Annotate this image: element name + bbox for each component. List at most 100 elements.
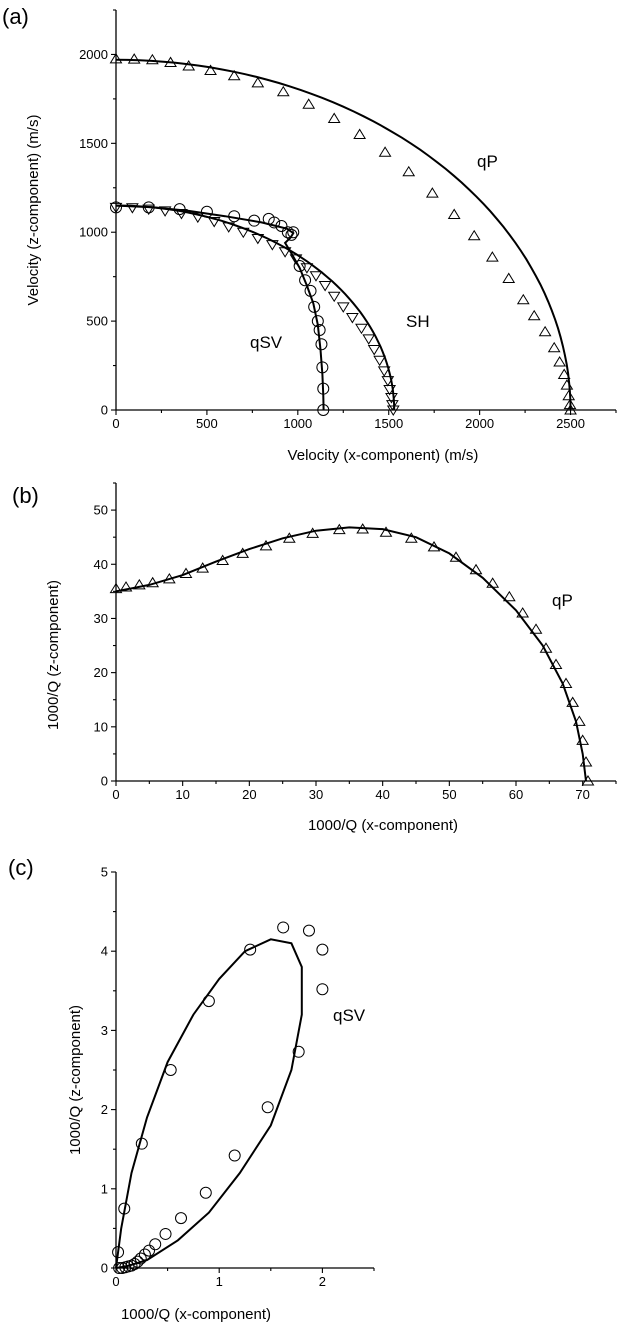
panel-c-ylabel: 1000/Q (z-component) xyxy=(67,1005,84,1155)
panel-a-sh-point xyxy=(222,222,236,233)
panel-b-qp-point xyxy=(109,582,123,594)
panel-a-qsv-point xyxy=(173,203,186,216)
panel-a-y-tick-label: 1500 xyxy=(79,136,108,151)
panel-c-label: (c) xyxy=(8,855,34,880)
panel-b-qp-point xyxy=(486,577,500,588)
panel-c-label-qsv: qSV xyxy=(333,1006,366,1025)
panel-c-qsv-point xyxy=(164,1064,177,1076)
panel-b-qp-point xyxy=(529,623,543,634)
panel-c-x-tick-label: 1 xyxy=(216,1274,223,1289)
panel-c-qsv-point xyxy=(302,924,315,937)
panel-a-qsv-point xyxy=(317,382,330,395)
panel-a-qsv-curve xyxy=(115,204,325,411)
panel-a-x-tick-label: 1500 xyxy=(374,416,403,431)
panel-a-qp-point xyxy=(547,341,561,353)
panel-a-xlabel: Velocity (x-component) (m/s) xyxy=(288,447,479,464)
panel-c-qsv-point xyxy=(143,1244,156,1257)
panel-b-x-tick-label: 30 xyxy=(309,787,323,802)
panel-c-qsv-point xyxy=(112,1246,125,1259)
panel-b-qp-point xyxy=(216,554,230,565)
panel-a-sh-point xyxy=(265,240,279,251)
panel-a-qp-point xyxy=(563,398,577,410)
panel-a-sh-point xyxy=(373,355,387,367)
panel-c-qsv-point xyxy=(316,943,329,956)
panel-b-x-tick-label: 10 xyxy=(175,787,189,802)
panel-c-y-tick-label: 5 xyxy=(101,865,108,880)
panel-c-qsv-point xyxy=(199,1186,212,1199)
panel-a-qsv-point xyxy=(142,201,155,214)
panel-a-qp-point xyxy=(302,98,316,109)
panel-a-qsv-point xyxy=(287,226,300,239)
panel-b-y-tick-label: 30 xyxy=(94,611,108,626)
panel-b-x-tick-label: 40 xyxy=(375,787,389,802)
panel-a-label-qsv: qSV xyxy=(250,333,283,352)
panel-b-y-tick-label: 40 xyxy=(94,557,108,572)
panel-a-qp-point xyxy=(447,208,461,219)
panel-a-sh-point xyxy=(278,247,292,258)
panel-a-qsv-point xyxy=(308,300,321,313)
panel-a-qsv-point xyxy=(248,214,261,227)
panel-a-qp-point xyxy=(227,69,241,81)
panel-a-qp-point xyxy=(327,112,341,123)
panel-c-y-tick-label: 0 xyxy=(101,1261,108,1276)
panel-b-qp-point xyxy=(356,523,370,534)
panel-a-sh-point xyxy=(109,202,123,214)
panel-c-qsv-point xyxy=(292,1045,305,1058)
panel-a-sh-curve xyxy=(116,204,396,411)
panel-b-qp-point xyxy=(332,523,346,535)
panel-c-qsv-point xyxy=(149,1238,162,1251)
panel-a: (a) Velocity (z-component) (m/s) Velocit… xyxy=(2,4,617,464)
panel-a-sh-point xyxy=(345,313,359,324)
panel-b-qp-point xyxy=(306,527,320,538)
panel-c-qsv-point xyxy=(159,1227,172,1240)
panel-a-sh-point xyxy=(385,400,399,411)
panel-a-x-tick-label: 0 xyxy=(112,416,119,431)
panel-b-qp-point xyxy=(539,642,553,653)
panel-a-sh-point xyxy=(336,302,350,313)
panel-b-qp-point xyxy=(427,540,441,552)
panel-b-ylabel: 1000/Q (z-component) xyxy=(45,580,62,730)
panel-a-qp-point xyxy=(402,165,416,177)
panel-a-sh-point xyxy=(125,203,139,214)
panel-a-qp-point xyxy=(127,53,141,64)
panel-b-qp-point xyxy=(236,547,250,558)
panel-a-x-tick-label: 2000 xyxy=(465,416,494,431)
panel-a-sh-point xyxy=(289,254,303,265)
panel-a-qsv-point xyxy=(228,210,241,223)
panel-c-qsv-point xyxy=(175,1212,188,1225)
panel-b-x-tick-label: 20 xyxy=(242,787,256,802)
panel-b-x-tick-label: 70 xyxy=(575,787,589,802)
panel-a-x-tick-label: 500 xyxy=(196,416,218,431)
panel-c-qsv-point xyxy=(131,1255,144,1268)
panel-b-qp-point xyxy=(404,532,418,543)
panel-b: (b) 1000/Q (z-component) 1000/Q (x-compo… xyxy=(12,482,617,834)
panel-a-qp-point xyxy=(109,52,123,64)
panel-b-qp-point xyxy=(119,581,133,592)
panel-a-qsv-point xyxy=(200,205,213,218)
panel-b-qp-point xyxy=(576,734,590,745)
panel-b-x-tick-label: 60 xyxy=(509,787,523,802)
panel-a-qsv-point xyxy=(275,220,288,232)
panel-b-qp-point xyxy=(581,775,595,786)
panel-a-sh-point xyxy=(386,405,400,416)
panel-a-label: (a) xyxy=(2,4,29,29)
panel-a-qsv-point xyxy=(313,324,326,336)
panel-b-qp-point xyxy=(179,567,193,578)
panel-b-xlabel: 1000/Q (x-component) xyxy=(308,817,458,834)
panel-b-qp-point xyxy=(259,539,273,551)
panel-c-qsv-point xyxy=(128,1258,141,1271)
panel-a-sh-point xyxy=(251,233,265,245)
panel-b-qp-point xyxy=(146,576,160,588)
panel-b-qp-point xyxy=(132,578,146,590)
panel-a-sh-point xyxy=(309,271,323,282)
panel-b-y-tick-label: 20 xyxy=(94,665,108,680)
panel-a-sh-point xyxy=(367,345,381,356)
panel-b-y-tick-label: 50 xyxy=(94,503,108,518)
panel-a-qp-point xyxy=(527,309,541,321)
panel-c-qsv-point xyxy=(261,1101,274,1114)
panel-a-sh-point xyxy=(142,204,156,216)
panel-a-qsv-point xyxy=(110,201,122,214)
panel-a-sh-point xyxy=(383,385,397,396)
panel-c-qsv-point xyxy=(244,943,257,956)
panel-c: (c) 1000/Q (z-component) 1000/Q (x-compo… xyxy=(8,855,375,1323)
